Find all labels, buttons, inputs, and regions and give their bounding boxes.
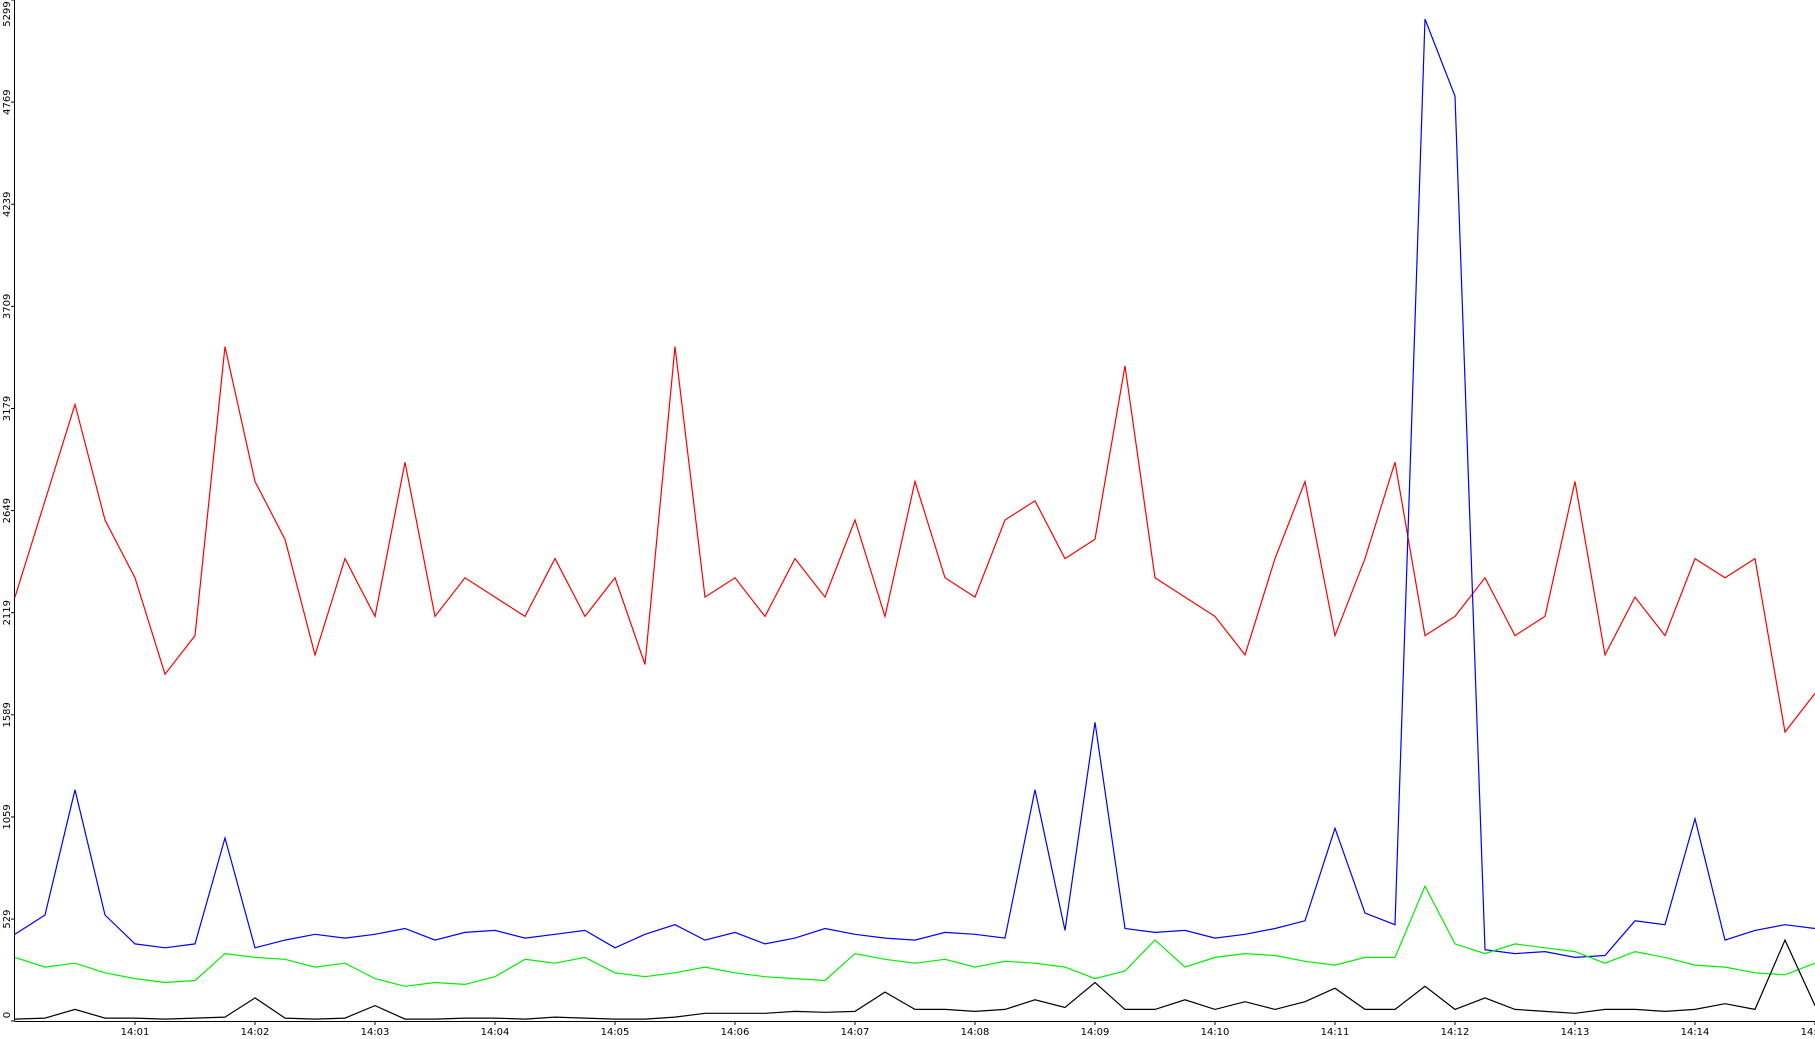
y-tick-label: 2649 bbox=[2, 498, 13, 523]
x-tick-label: 14:01 bbox=[121, 1027, 150, 1038]
x-tick-label: 14:04 bbox=[481, 1027, 510, 1038]
y-tick-label: 2119 bbox=[2, 600, 13, 625]
x-tick-label: 14:06 bbox=[721, 1027, 750, 1038]
y-tick-label: 4769 bbox=[2, 89, 13, 114]
y-tick-label: 3709 bbox=[2, 294, 13, 319]
y-tick-label: 0 bbox=[2, 1012, 13, 1018]
y-tick-label: 1059 bbox=[2, 804, 13, 829]
x-tick-label: 14:11 bbox=[1321, 1027, 1350, 1038]
series-line bbox=[14, 18, 1815, 959]
x-tick-label: 14:10 bbox=[1201, 1027, 1230, 1038]
series-line bbox=[14, 938, 1815, 1020]
series-line bbox=[14, 346, 1815, 734]
y-tick-label: 4239 bbox=[2, 192, 13, 217]
x-tick-label: 14:14 bbox=[1681, 1027, 1710, 1038]
x-tick-label: 14:09 bbox=[1081, 1027, 1110, 1038]
x-tick-label: 14:02 bbox=[241, 1027, 270, 1038]
series-line bbox=[14, 884, 1815, 987]
y-tick-label: 1589 bbox=[2, 702, 13, 727]
x-tick-label: 14:03 bbox=[361, 1027, 390, 1038]
y-tick-label: 529 bbox=[2, 910, 13, 929]
x-tick-label: 14:05 bbox=[601, 1027, 630, 1038]
x-tick-label: 14:12 bbox=[1441, 1027, 1470, 1038]
x-tick-label: 14:13 bbox=[1561, 1027, 1590, 1038]
y-tick-label: 5299 bbox=[2, 1, 13, 26]
y-tick-label: 3179 bbox=[2, 396, 13, 421]
x-tick-label: 14:07 bbox=[841, 1027, 870, 1038]
x-tick-label: 14:15 bbox=[1801, 1027, 1815, 1038]
x-tick-label: 14:08 bbox=[961, 1027, 990, 1038]
